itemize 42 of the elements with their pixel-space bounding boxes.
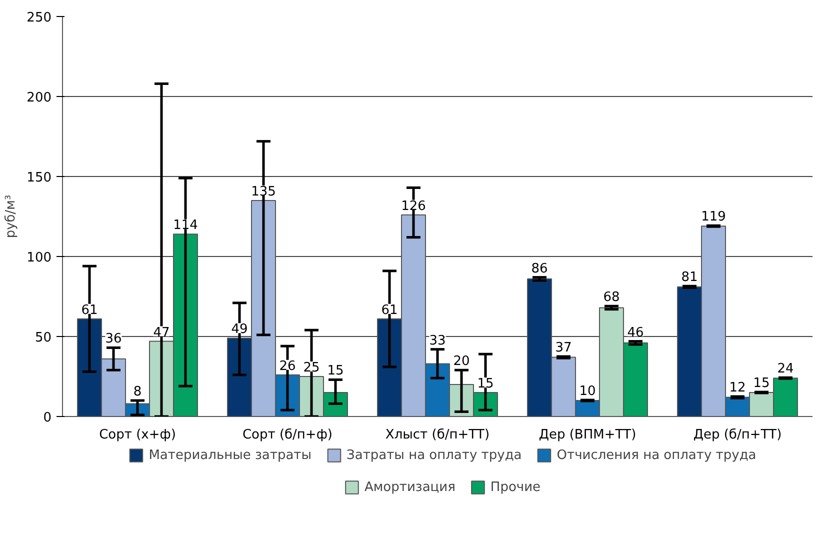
data-label: 114 bbox=[173, 218, 198, 234]
data-label: 135 bbox=[251, 184, 276, 200]
y-tick-label: 100 bbox=[26, 250, 52, 266]
data-label: 49 bbox=[231, 322, 248, 338]
data-label: 15 bbox=[327, 364, 344, 379]
data-label: 86 bbox=[531, 261, 548, 276]
y-tick-label: 250 bbox=[26, 10, 52, 26]
data-label: 12 bbox=[729, 380, 746, 396]
y-tick-label: 150 bbox=[26, 170, 52, 186]
data-label: 15 bbox=[477, 376, 494, 392]
data-label: 61 bbox=[81, 302, 98, 318]
x-tick-label: Сорт (х+ф) bbox=[99, 428, 176, 442]
legend-label: Амортизация bbox=[364, 480, 456, 494]
data-label: 36 bbox=[105, 332, 122, 347]
data-label: 20 bbox=[453, 354, 470, 370]
data-label: 81 bbox=[681, 270, 698, 286]
x-tick-label: Дер (б/п+ТТ) bbox=[693, 428, 782, 442]
data-label: 25 bbox=[303, 360, 320, 376]
data-label: 33 bbox=[429, 333, 446, 348]
legend-label: Материальные затраты bbox=[148, 448, 312, 462]
y-tick-label: 0 bbox=[43, 410, 52, 426]
y-axis-title: руб/м³ bbox=[4, 194, 19, 238]
data-label: 15 bbox=[753, 376, 770, 392]
data-label: 61 bbox=[381, 302, 398, 318]
legend-label: Прочие bbox=[490, 480, 541, 494]
data-label: 24 bbox=[777, 362, 794, 377]
x-tick-label: Хлыст (б/п+ТТ) bbox=[385, 428, 490, 442]
y-tick-label: 200 bbox=[26, 90, 52, 106]
data-label: 47 bbox=[153, 325, 170, 340]
legend-label: Отчисления на оплату труда bbox=[556, 448, 756, 462]
data-label: 126 bbox=[401, 198, 426, 214]
data-label: 8 bbox=[133, 384, 142, 400]
y-tick-label: 50 bbox=[34, 330, 52, 346]
data-label: 119 bbox=[701, 210, 726, 225]
data-label: 37 bbox=[555, 340, 572, 356]
data-label: 68 bbox=[603, 290, 620, 306]
legend-label: Затраты на оплату труда bbox=[346, 448, 522, 462]
x-tick-label: Дер (ВПМ+ТТ) bbox=[538, 428, 636, 442]
data-label: 46 bbox=[627, 325, 644, 340]
data-label: 26 bbox=[279, 358, 296, 374]
x-tick-label: Сорт (б/п+ф) bbox=[242, 428, 333, 442]
data-label: 10 bbox=[579, 384, 596, 400]
